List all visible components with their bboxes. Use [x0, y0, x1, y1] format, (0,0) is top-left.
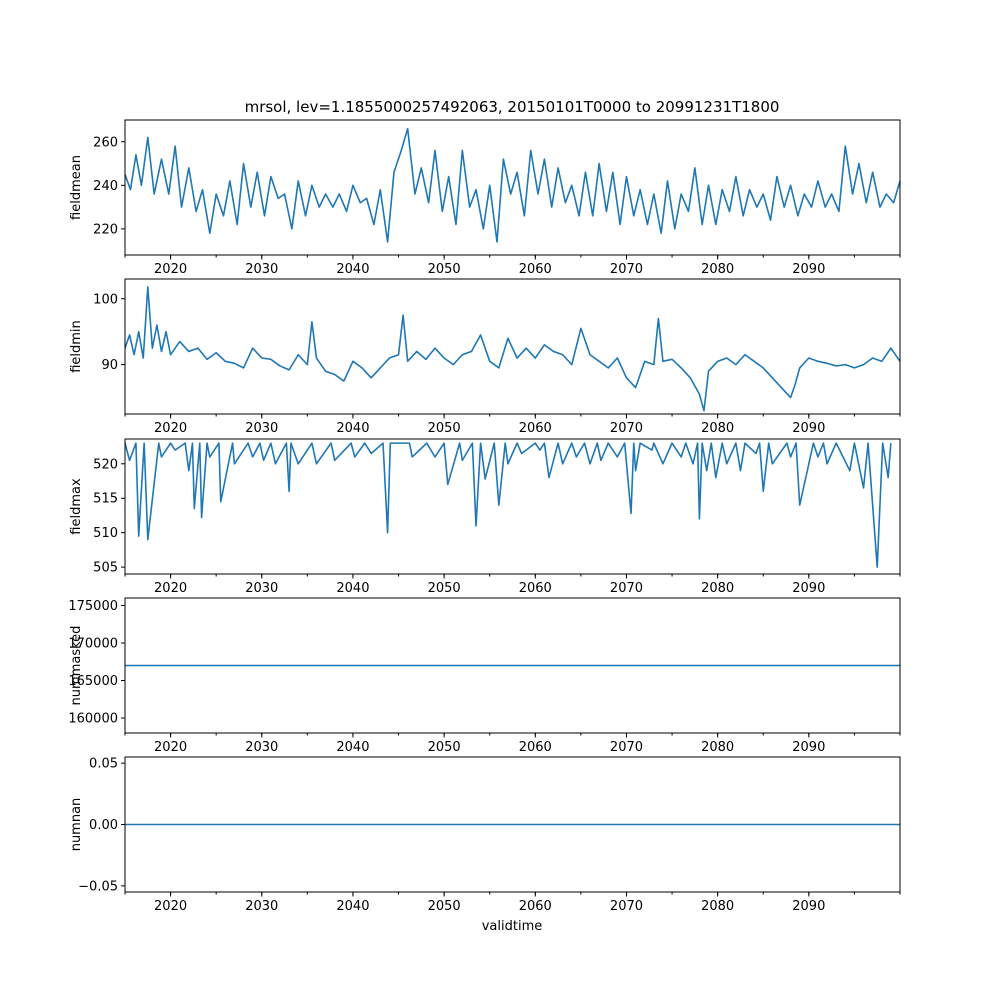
- fieldmean-xtick-label: 2090: [792, 262, 825, 277]
- fieldmax-xtick-label: 2050: [428, 581, 461, 596]
- nummasked-xtick-label: 2060: [519, 740, 552, 755]
- x-axis-label: validtime: [482, 919, 543, 934]
- fieldmean-xtick-label: 2040: [336, 262, 369, 277]
- numnan-xtick-label: 2020: [154, 899, 187, 914]
- fieldmin-axes-frame: [124, 278, 901, 415]
- numnan-y-axis-label: numnan: [69, 798, 84, 852]
- nummasked-xtick-label: 2050: [428, 740, 461, 755]
- panel-fieldmin: 90 100 2020 2030 2040 2050 2060 2070 2080 2090 fie…: [69, 278, 901, 436]
- fieldmean-ytick-label: 260: [93, 135, 118, 150]
- numnan-xtick-label: 2040: [336, 899, 369, 914]
- panel-nummasked: 160000 165000 170000 175000 2020 2030 2040 2050…: [68, 597, 901, 755]
- numnan-xtick-label: 2050: [428, 899, 461, 914]
- fieldmean-xtick-label: 2030: [245, 262, 278, 277]
- fieldmax-ytick-label: 515: [93, 492, 118, 507]
- subplot-stack: 220 240 260 2020 2030 2040 2050 2060 2070 2080 209…: [68, 119, 901, 914]
- fieldmin-ytick-label: 100: [93, 292, 118, 307]
- fieldmin-xtick-label: 2090: [792, 421, 825, 436]
- nummasked-ytick-label: 160000: [68, 712, 118, 727]
- numnan-xtick-label: 2070: [610, 899, 643, 914]
- fieldmax-ytick-label: 510: [93, 526, 118, 541]
- fieldmin-y-axis-label: fieldmin: [69, 320, 84, 373]
- fieldmean-series-line: [124, 127, 901, 243]
- fieldmean-xtick-label: 2060: [519, 262, 552, 277]
- fieldmax-xtick-label: 2020: [154, 581, 187, 596]
- fieldmean-ytick-label: 240: [93, 179, 118, 194]
- fieldmax-xtick-label: 2080: [701, 581, 734, 596]
- fieldmin-ytick-label: 90: [101, 358, 118, 373]
- panel-fieldmax: 505 510 515 520 2020 2030 2040 2050 2060 2070 2080…: [69, 438, 901, 596]
- numnan-xtick-label: 2060: [519, 899, 552, 914]
- fieldmax-axes-frame: [124, 438, 901, 575]
- numnan-xtick-label: 2080: [701, 899, 734, 914]
- fieldmax-ytick-label: 520: [93, 457, 118, 472]
- numnan-xtick-label: 2030: [245, 899, 278, 914]
- nummasked-xtick-label: 2090: [792, 740, 825, 755]
- fieldmean-y-axis-label: fieldmean: [69, 155, 84, 220]
- nummasked-y-axis-label: nummasked: [69, 626, 84, 706]
- nummasked-ytick-label: 175000: [68, 599, 118, 614]
- nummasked-ytick-label: 170000: [68, 637, 118, 652]
- fieldmin-series-line: [124, 286, 901, 412]
- fieldmax-series-line: [124, 442, 892, 568]
- nummasked-ytick-label: 165000: [68, 674, 118, 689]
- fieldmin-xtick-label: 2030: [245, 421, 278, 436]
- numnan-ytick-label: 0.00: [89, 818, 118, 833]
- nummasked-xtick-label: 2070: [610, 740, 643, 755]
- fieldmin-xtick-label: 2080: [701, 421, 734, 436]
- fieldmean-axes-frame: [124, 119, 901, 256]
- fieldmin-xtick-label: 2060: [519, 421, 552, 436]
- fieldmean-xtick-label: 2080: [701, 262, 734, 277]
- fieldmean-ytick-label: 220: [93, 222, 118, 237]
- fieldmax-xtick-label: 2030: [245, 581, 278, 596]
- fieldmean-xtick-label: 2050: [428, 262, 461, 277]
- fieldmin-xtick-label: 2050: [428, 421, 461, 436]
- fieldmax-xtick-label: 2070: [610, 581, 643, 596]
- fieldmin-xtick-label: 2020: [154, 421, 187, 436]
- chart-title: mrsol, lev=1.1855000257492063, 20150101T…: [245, 98, 780, 116]
- fieldmin-xtick-label: 2040: [336, 421, 369, 436]
- fieldmax-ytick-label: 505: [93, 561, 118, 576]
- numnan-ytick-label: 0.05: [89, 757, 118, 772]
- fieldmean-xtick-label: 2070: [610, 262, 643, 277]
- numnan-ytick-label: −0.05: [78, 879, 118, 894]
- panel-fieldmean: 220 240 260 2020 2030 2040 2050 2060 2070 2080 209…: [69, 119, 901, 277]
- numnan-xtick-label: 2090: [792, 899, 825, 914]
- fieldmean-xtick-label: 2020: [154, 262, 187, 277]
- fieldmax-xtick-label: 2040: [336, 581, 369, 596]
- nummasked-xtick-label: 2040: [336, 740, 369, 755]
- nummasked-xtick-label: 2020: [154, 740, 187, 755]
- fieldmax-xtick-label: 2090: [792, 581, 825, 596]
- fieldmax-xtick-label: 2060: [519, 581, 552, 596]
- nummasked-xtick-label: 2080: [701, 740, 734, 755]
- panel-numnan: −0.05 0.00 0.05 2020 2030 2040 2050 2060 2070 208…: [69, 756, 901, 914]
- fieldmax-y-axis-label: fieldmax: [69, 478, 84, 535]
- fieldmin-xtick-label: 2070: [610, 421, 643, 436]
- nummasked-xtick-label: 2030: [245, 740, 278, 755]
- nummasked-axes-frame: [124, 597, 901, 734]
